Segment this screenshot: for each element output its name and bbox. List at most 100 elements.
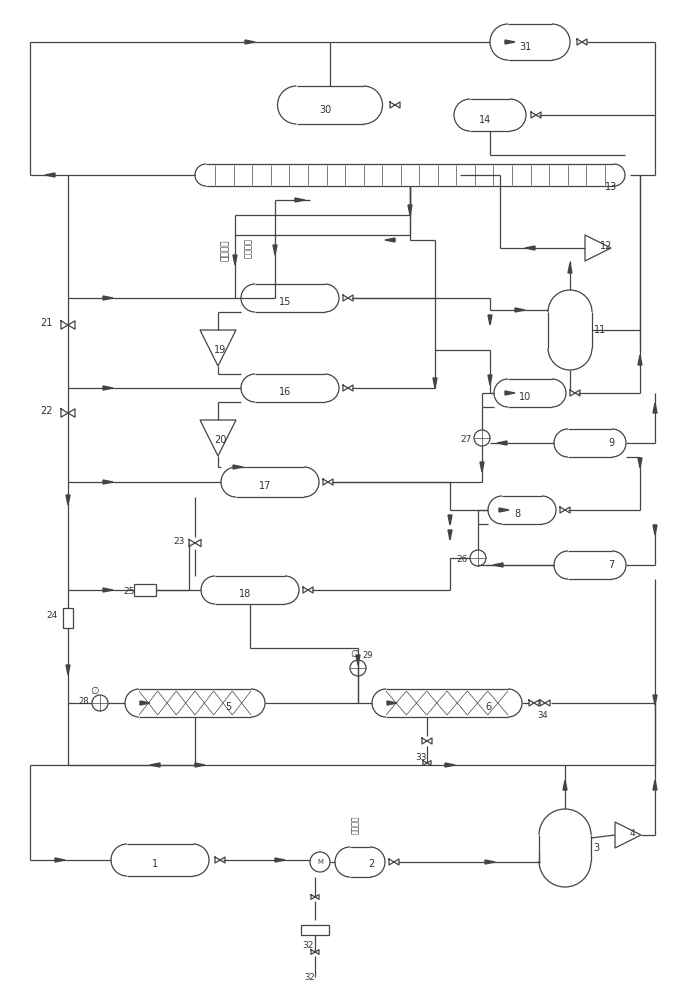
Polygon shape — [563, 780, 567, 790]
Polygon shape — [638, 458, 642, 468]
Polygon shape — [497, 441, 507, 445]
Bar — [206, 164, 614, 186]
Text: 4: 4 — [630, 828, 636, 838]
Text: 9: 9 — [608, 438, 614, 448]
Polygon shape — [525, 246, 535, 250]
Text: 17: 17 — [259, 481, 271, 491]
Polygon shape — [653, 780, 657, 790]
Bar — [127, 844, 193, 876]
Polygon shape — [103, 386, 113, 390]
Text: 21: 21 — [40, 318, 52, 328]
Polygon shape — [653, 403, 657, 413]
Polygon shape — [55, 858, 65, 862]
Text: 10: 10 — [519, 392, 531, 402]
Text: 27: 27 — [460, 436, 471, 444]
Text: 32: 32 — [305, 972, 316, 982]
Polygon shape — [448, 530, 452, 540]
Bar — [255, 374, 325, 402]
Text: 28: 28 — [78, 696, 88, 706]
Polygon shape — [653, 695, 657, 705]
Polygon shape — [488, 375, 492, 385]
Bar — [508, 379, 552, 407]
Bar — [539, 835, 591, 861]
Text: ∅: ∅ — [90, 686, 99, 696]
Polygon shape — [568, 263, 572, 273]
Polygon shape — [433, 378, 437, 388]
Polygon shape — [653, 525, 657, 535]
Text: 14: 14 — [479, 115, 491, 125]
Bar — [508, 24, 552, 60]
Bar — [296, 86, 364, 124]
Text: 补一乙醇: 补一乙醇 — [350, 816, 360, 834]
Bar — [568, 429, 612, 457]
Polygon shape — [485, 860, 495, 864]
Text: 8: 8 — [514, 509, 520, 519]
Text: 33: 33 — [415, 754, 426, 762]
Polygon shape — [480, 462, 484, 472]
Text: 23: 23 — [173, 536, 184, 546]
Text: 29: 29 — [362, 652, 373, 660]
Text: 6: 6 — [485, 702, 491, 712]
Polygon shape — [387, 701, 397, 705]
Bar — [301, 925, 329, 935]
Bar — [134, 584, 156, 596]
Bar — [386, 689, 508, 717]
Polygon shape — [488, 315, 492, 325]
Polygon shape — [448, 515, 452, 525]
Bar — [236, 467, 304, 497]
Text: 32: 32 — [303, 942, 313, 950]
Bar — [63, 608, 73, 628]
Polygon shape — [103, 296, 113, 300]
Text: 15: 15 — [279, 297, 291, 307]
Bar — [215, 576, 285, 604]
Polygon shape — [233, 255, 237, 265]
Bar — [568, 551, 612, 579]
Polygon shape — [233, 465, 243, 469]
Bar — [470, 99, 510, 131]
Text: 34: 34 — [537, 710, 547, 720]
Text: M: M — [317, 859, 323, 865]
Polygon shape — [103, 480, 113, 484]
Text: 12: 12 — [600, 241, 613, 251]
Polygon shape — [273, 245, 277, 255]
Text: 3: 3 — [593, 843, 599, 853]
Polygon shape — [515, 308, 525, 312]
Polygon shape — [45, 173, 55, 177]
Polygon shape — [103, 588, 113, 592]
Text: 24: 24 — [46, 611, 57, 620]
Polygon shape — [408, 205, 412, 215]
Text: 22: 22 — [40, 406, 52, 416]
Polygon shape — [505, 40, 515, 44]
Text: 25: 25 — [123, 587, 135, 596]
Text: 13: 13 — [605, 182, 617, 192]
Polygon shape — [638, 355, 642, 365]
Polygon shape — [445, 763, 455, 767]
Text: 5: 5 — [225, 702, 231, 712]
Polygon shape — [499, 508, 509, 512]
Polygon shape — [493, 563, 503, 567]
Bar — [548, 312, 592, 348]
Bar — [139, 689, 251, 717]
Polygon shape — [140, 701, 150, 705]
Text: 1: 1 — [152, 859, 158, 869]
Polygon shape — [195, 763, 205, 767]
Polygon shape — [505, 391, 515, 395]
Text: 16: 16 — [279, 387, 291, 397]
Text: 18: 18 — [239, 589, 251, 599]
Bar — [350, 847, 370, 877]
Text: 20: 20 — [214, 435, 226, 445]
Text: 2: 2 — [368, 859, 374, 869]
Text: 30: 30 — [319, 105, 331, 115]
Text: 补充蒸气: 补充蒸气 — [220, 239, 230, 261]
Polygon shape — [275, 858, 285, 862]
Text: 补充蒸气: 补充蒸气 — [243, 238, 252, 258]
Polygon shape — [295, 198, 305, 202]
Bar — [502, 496, 542, 524]
Bar — [255, 284, 325, 312]
Polygon shape — [150, 763, 160, 767]
Polygon shape — [245, 40, 255, 44]
Polygon shape — [356, 655, 360, 665]
Text: 7: 7 — [608, 560, 614, 570]
Text: 11: 11 — [594, 325, 607, 335]
Polygon shape — [66, 495, 70, 505]
